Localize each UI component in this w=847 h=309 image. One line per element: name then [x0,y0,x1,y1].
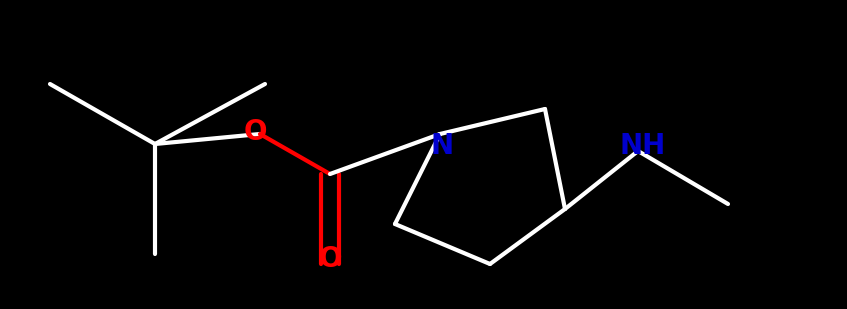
Text: O: O [243,118,267,146]
Text: O: O [318,245,341,273]
Text: N: N [430,132,453,160]
Text: NH: NH [620,132,666,160]
